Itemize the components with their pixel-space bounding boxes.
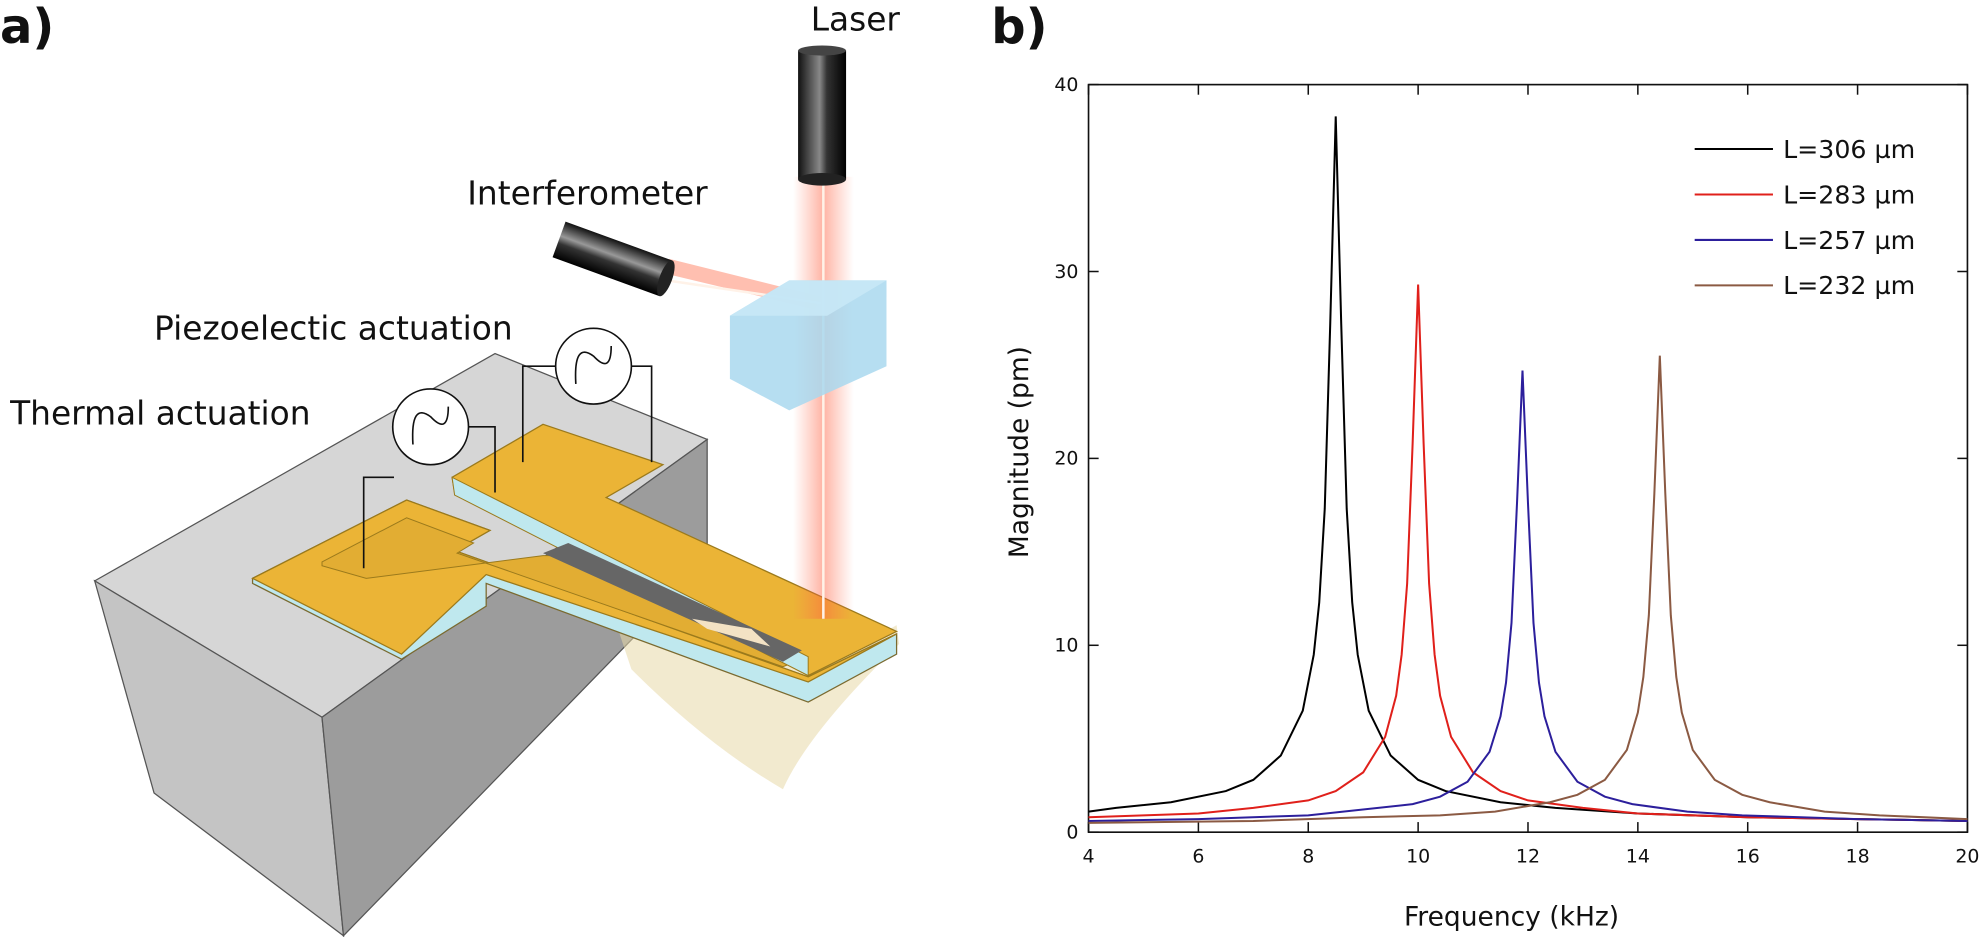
laser-end	[798, 173, 847, 186]
x-tick-label: 12	[1516, 845, 1540, 867]
label: Thermal actuation	[9, 394, 310, 432]
x-tick-label: 4	[1083, 845, 1095, 867]
x-tick-label: 6	[1192, 845, 1204, 867]
y-tick-label: 0	[1066, 821, 1078, 843]
chart: b) Frequency (kHz) Magnitude (pm) 4 6 8 10 1…	[991, 0, 1979, 933]
series-line	[1088, 284, 1968, 822]
x-tick-label: 8	[1302, 845, 1314, 867]
x-tick-label: 20	[1955, 845, 1979, 867]
y-tick-label: 10	[1054, 635, 1078, 657]
y-tick-label: 40	[1054, 74, 1078, 96]
panel-label: b)	[991, 0, 1047, 55]
x-tick-label: 14	[1626, 845, 1650, 867]
y-tick-label: 20	[1054, 448, 1078, 470]
series-line	[1088, 116, 1968, 822]
y-axis-label: Magnitude (pm)	[1004, 346, 1035, 558]
y-tick-label: 30	[1054, 261, 1078, 283]
label: Interferometer	[467, 175, 708, 213]
series-line	[1088, 355, 1968, 824]
wiring	[362, 327, 653, 569]
label: Piezoelectic actuation	[154, 310, 513, 348]
legend-label: L=306 µm	[1783, 135, 1915, 164]
series-line	[1088, 370, 1968, 822]
x-tick-label: 10	[1406, 845, 1430, 867]
beam-splitter-top	[729, 280, 887, 316]
legend-label: L=232 µm	[1783, 271, 1915, 300]
x-tick-label: 16	[1736, 845, 1760, 867]
panel-label: a)	[0, 0, 54, 55]
x-axis-label: Frequency (kHz)	[1404, 902, 1619, 933]
legend-label: L=283 µm	[1783, 180, 1915, 209]
legend-label: L=257 µm	[1783, 226, 1915, 255]
interferometer	[552, 221, 675, 297]
diagram: a)	[0, 0, 901, 938]
x-tick-label: 18	[1846, 845, 1870, 867]
tip	[692, 618, 771, 647]
laser	[798, 50, 847, 180]
laser-top	[798, 45, 847, 56]
label: Laser	[811, 0, 901, 38]
